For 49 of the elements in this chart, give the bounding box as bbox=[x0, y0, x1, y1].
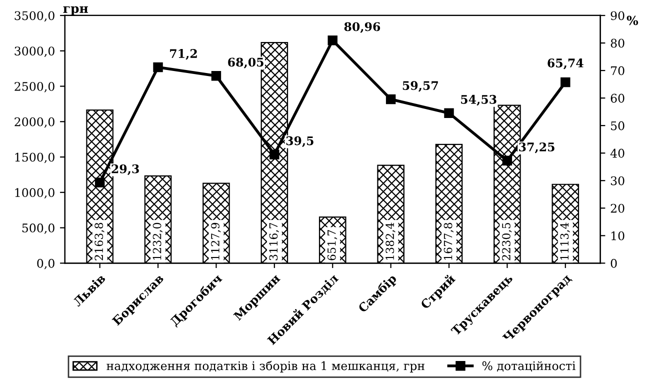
y-axis-title: грн bbox=[63, 6, 88, 16]
data-label: 1127,9 bbox=[211, 222, 221, 260]
data-label: 68,05 bbox=[228, 58, 264, 68]
point bbox=[153, 62, 163, 72]
data-label: 2230,5 bbox=[502, 223, 512, 260]
point bbox=[211, 71, 222, 81]
y2-tick-label: 90 bbox=[610, 11, 624, 20]
y2-tick-label: 80 bbox=[610, 38, 624, 48]
data-label: 1382,4 bbox=[386, 222, 396, 260]
y2-tick-label: 10 bbox=[611, 231, 624, 240]
y2-tick-label: 70 bbox=[611, 66, 624, 76]
point bbox=[444, 108, 454, 118]
y2-tick-label: 0 bbox=[610, 258, 617, 268]
data-label: 1232,0 bbox=[152, 222, 163, 260]
data-label: 651,7 bbox=[327, 230, 338, 260]
y-tick-label: 0,0 bbox=[37, 258, 54, 270]
point bbox=[386, 94, 396, 104]
data-label: 29,3 bbox=[112, 164, 139, 176]
point bbox=[560, 77, 570, 88]
y-tick-label: 3500,0 bbox=[14, 11, 54, 22]
y-tick-label: 2500,0 bbox=[14, 82, 54, 92]
y-tick-label: 500,0 bbox=[22, 224, 54, 234]
point bbox=[502, 156, 512, 166]
y2-tick-label: 40 bbox=[610, 148, 624, 158]
point bbox=[270, 150, 280, 160]
y-tick-label: 3000,0 bbox=[14, 46, 54, 57]
data-label: 80,96 bbox=[344, 22, 380, 33]
y-tick-label: 1500,0 bbox=[15, 152, 54, 164]
data-label: 39,5 bbox=[286, 136, 314, 148]
data-label: 1677,8 bbox=[444, 222, 454, 260]
y2-tick-label: 30 bbox=[610, 176, 624, 186]
y-tick-label: 1000,0 bbox=[15, 188, 54, 198]
y-tick-label: 2000,0 bbox=[14, 117, 54, 128]
data-label: 37,25 bbox=[519, 142, 554, 154]
legend-label: % дотаційності bbox=[482, 361, 576, 372]
legend-label: надходження податків і зборів на 1 мешканця, грн bbox=[106, 360, 424, 373]
point bbox=[328, 35, 338, 46]
y2-axis-title: % bbox=[626, 16, 638, 26]
data-label: 71,2 bbox=[170, 49, 197, 60]
data-label: 54,53 bbox=[461, 94, 496, 106]
data-label: 59,57 bbox=[402, 81, 438, 92]
data-label: 65,74 bbox=[548, 58, 584, 70]
data-label: 1113,4 bbox=[560, 222, 570, 260]
y2-tick-label: 50 bbox=[611, 121, 624, 130]
y2-tick-label: 60 bbox=[610, 94, 624, 103]
data-label: 3116,7 bbox=[269, 222, 279, 260]
point bbox=[94, 178, 105, 188]
data-label: 2163,8 bbox=[94, 222, 104, 260]
y2-tick-label: 20 bbox=[610, 204, 624, 213]
